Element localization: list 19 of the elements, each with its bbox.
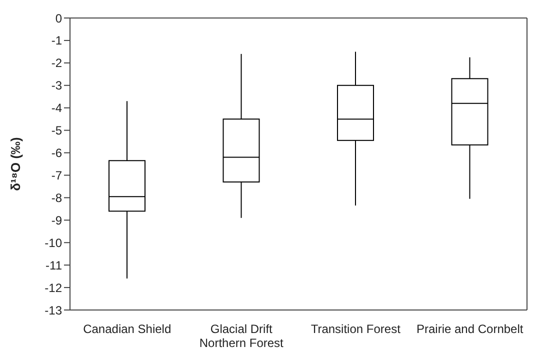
y-tick-label: -10 xyxy=(44,236,62,250)
y-tick-label: -2 xyxy=(51,56,62,70)
y-tick-label: -13 xyxy=(44,303,62,318)
y-tick-label: -7 xyxy=(51,168,62,182)
y-tick-label: 0 xyxy=(55,11,62,26)
y-tick-label: -9 xyxy=(51,213,62,228)
x-tick-label: Glacial Drift Northern Forest xyxy=(199,322,284,350)
y-tick-label: -3 xyxy=(51,78,62,93)
y-axis-title: δ¹⁸O (‰) xyxy=(8,137,23,191)
x-tick-label: Transition Forest xyxy=(310,322,402,336)
y-tick-label: -5 xyxy=(51,124,62,138)
y-tick-label: -12 xyxy=(44,280,62,295)
x-tick-label: Prairie and Cornbelt xyxy=(416,322,524,336)
y-tick-label: -4 xyxy=(51,101,62,116)
x-tick-label: Canadian Shield xyxy=(83,322,172,336)
y-tick-label: -11 xyxy=(46,258,62,272)
y-tick-label: -1 xyxy=(51,34,62,48)
y-tick-label: -6 xyxy=(51,146,62,160)
y-tick-label: -8 xyxy=(51,190,62,205)
